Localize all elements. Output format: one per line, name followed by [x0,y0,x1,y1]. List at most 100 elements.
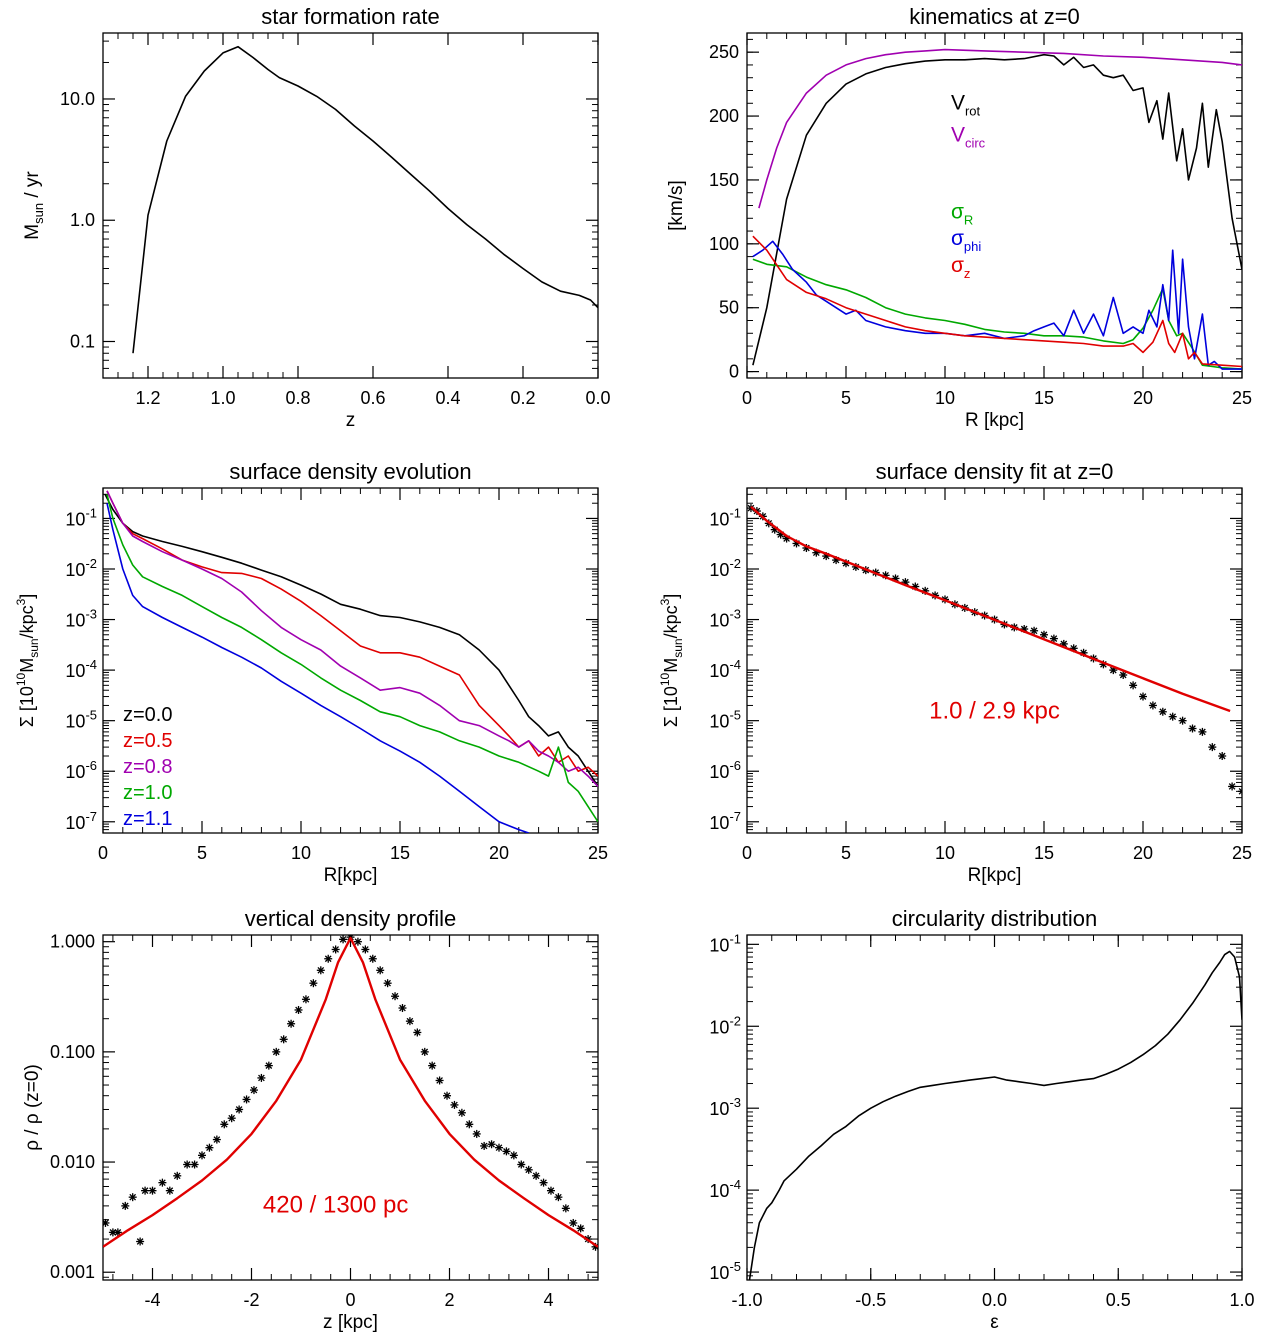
x-tick-label: 1.0 [210,388,235,408]
data-point [428,1061,437,1070]
data-point [1218,752,1227,761]
x-tick-label: 10 [935,843,955,863]
data-point [465,1120,474,1129]
x-tick-label: 15 [390,843,410,863]
plot-frame [746,934,1243,1281]
y-tick-base: 10 [65,712,85,732]
data-point [435,1076,444,1085]
data-point [249,1086,258,1095]
x-tick-label: 10 [935,388,955,408]
chart-sfr: star formation rate 1.2 1.0 0.8 0.6 0.4 0.2 0.0… [22,4,611,431]
plot-area [103,935,598,1251]
x-tick-label: 10 [291,843,311,863]
y-tick-base: 10 [709,1017,729,1037]
y-axis-label: ρ / ρ (z=0) [22,1064,43,1151]
series-line-0 [132,45,598,354]
y-tick-exponent: -3 [729,607,741,622]
data-point [173,1171,182,1180]
data-point [480,1141,489,1150]
x-tick-label: 5 [197,843,207,863]
series-line-v-circ [758,48,1242,209]
y-tick-label: 0.001 [50,1262,95,1282]
data-point [190,1160,199,1169]
x-tick-label: 15 [1034,388,1054,408]
legend-label: z=1.0 [123,782,172,804]
y-tick-base: 10 [65,813,85,833]
x-tick-label: 0.5 [1106,1290,1131,1310]
data-point [1238,787,1242,796]
data-point [405,1017,414,1026]
y-tick-exponent: -5 [85,708,97,723]
data-point [502,1147,511,1156]
x-tick-label: 25 [1232,388,1252,408]
data-point [398,1004,407,1013]
x-tick-label: 5 [841,388,851,408]
y-tick-label: 10-5 [65,708,97,732]
y-tick-label: 0.100 [50,1042,95,1062]
x-tick-label: 0 [742,843,752,863]
data-point [212,1135,221,1144]
plot-frame [746,32,1243,379]
chart-title: surface density evolution [229,459,471,484]
y-tick-exponent: -2 [729,1013,741,1028]
data-point [495,1143,503,1152]
data-point [165,1186,174,1195]
x-tick-label: 0.8 [285,388,310,408]
y-tick-label: 0.010 [50,1152,95,1172]
series-line-z-0-0 [104,493,598,787]
y-tick-base: 10 [709,935,729,955]
chart-vdp: vertical density profile -4 -2 0 2 4 0.001 0.01… [22,906,599,1333]
chart-sdf: surface density fit at z=00 5 10 15 20 2510-7… [658,459,1252,886]
x-tick-label: 1.0 [1229,1290,1254,1310]
y-tick-label: 10-7 [65,809,97,833]
plot-area [748,950,1242,1280]
data-point [1119,671,1128,680]
y-axis-label: Σ [1010Msun/kpc3] [14,594,41,728]
data-point [472,1129,481,1138]
series-line-z-0-5 [106,490,598,777]
y-tick-exponent: -6 [729,758,741,773]
x-tick-label: 5 [841,843,851,863]
y-tick-exponent: -1 [729,931,741,946]
data-point [1178,716,1187,725]
y-tick-label: 150 [709,170,739,190]
x-tick-label: 0 [98,843,108,863]
y-tick-label: 10-1 [65,505,97,529]
data-point [183,1160,192,1169]
y-tick-base: 10 [65,661,85,681]
y-tick-base: 10 [709,661,729,681]
x-axis-label: R[kpc] [968,865,1022,886]
chart-title: kinematics at z=0 [909,4,1080,29]
fit-annotation: 1.0 / 2.9 kpc [929,698,1060,725]
x-tick-label: -1.0 [731,1290,762,1310]
x-axis-label: R [kpc] [965,410,1024,431]
data-point [1040,630,1048,639]
data-point [361,945,370,954]
data-point [517,1160,526,1169]
data-point [532,1171,541,1180]
series-line-0 [748,950,1242,1280]
plot-area [752,48,1242,370]
x-tick-label: 0.0 [982,1290,1007,1310]
x-axis-label: z [346,410,356,431]
x-tick-label: -2 [243,1290,259,1310]
y-tick-label: 10-1 [709,505,741,529]
data-point [141,1186,150,1195]
legend-label: z=0.5 [123,730,172,752]
legend-label: σR [951,200,973,227]
series-line-v-rot [752,53,1242,366]
y-tick-label: 10-3 [709,1095,741,1119]
x-tick-label: 2 [444,1290,454,1310]
data-point [524,1165,533,1174]
data-point [316,966,325,975]
x-tick-label: 15 [1034,843,1054,863]
data-point [457,1108,466,1117]
y-tick-label: 100 [709,234,739,254]
x-tick-label: 25 [588,843,608,863]
series-line-sigma-phi [752,240,1242,370]
data-point [198,1151,206,1160]
x-axis-label: ε [990,1312,999,1333]
y-tick-exponent: -5 [729,1259,741,1274]
x-tick-label: 0 [345,1290,355,1310]
